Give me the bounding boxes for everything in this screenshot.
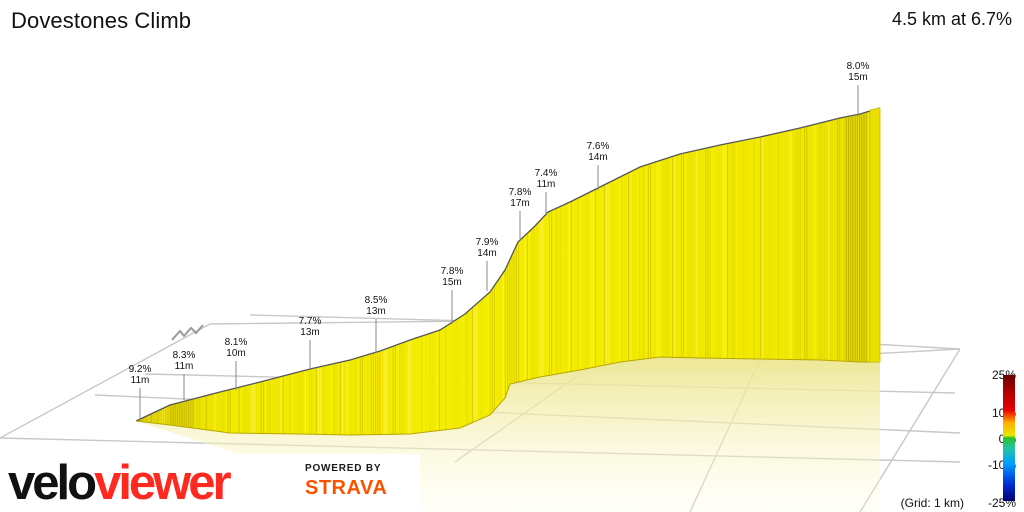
gradient-color-stripes <box>139 109 878 435</box>
segment-annotation: 8.3%11m <box>173 350 196 400</box>
segment-annotation: 9.2%11m <box>129 364 152 421</box>
segment-annotation: 7.4%11m <box>535 168 558 216</box>
annotation-length: 14m <box>588 152 607 163</box>
annotation-length: 15m <box>442 277 461 288</box>
segment-annotation: 7.9%14m <box>476 237 499 291</box>
annotation-length: 13m <box>300 327 319 338</box>
annotation-length: 11m <box>175 361 194 372</box>
annotation-gradient: 8.0% <box>847 61 870 72</box>
grid-note: (Grid: 1 km) <box>900 496 964 510</box>
logo-viewer-text: viewer <box>94 456 232 510</box>
segment-annotation: 8.5%13m <box>365 295 388 353</box>
powered-by-label: POWERED BY <box>305 463 382 474</box>
segment-annotation: 7.8%17m <box>509 187 532 240</box>
annotation-length: 15m <box>848 72 867 83</box>
annotation-length: 10m <box>226 348 245 359</box>
logo-velo-text: velo <box>8 456 97 510</box>
segment-annotation: 7.8%15m <box>441 266 464 324</box>
annotation-gradient: 7.9% <box>476 237 499 248</box>
annotation-length: 11m <box>537 179 556 190</box>
annotation-gradient: 7.6% <box>587 141 610 152</box>
segment-annotations: 9.2%11m8.3%11m8.1%10m7.7%13m8.5%13m7.8%1… <box>129 61 870 421</box>
gradient-color-scale <box>1003 375 1015 501</box>
km-marker-icon <box>171 324 204 341</box>
annotation-gradient: 8.3% <box>173 350 196 361</box>
branding-area: veloviewer POWERED BY STRAVA <box>0 454 420 512</box>
annotation-length: 13m <box>366 306 385 317</box>
annotation-length: 11m <box>131 375 150 386</box>
strava-logo[interactable]: STRAVA <box>305 477 388 499</box>
profile-base-line <box>135 356 880 436</box>
annotation-length: 14m <box>477 248 496 259</box>
segment-annotation: 7.6%14m <box>587 141 610 190</box>
segment-annotation: 8.0%15m <box>847 61 870 116</box>
climb-summary: 4.5 km at 6.7% <box>891 9 1012 29</box>
annotation-gradient: 7.7% <box>299 316 322 327</box>
annotation-gradient: 9.2% <box>129 364 152 375</box>
page-title: Dovestones Climb <box>11 8 192 33</box>
annotation-gradient: 7.8% <box>441 266 464 277</box>
segment-annotation: 8.1%10m <box>225 337 248 390</box>
segment-annotation: 7.7%13m <box>299 316 322 369</box>
profile-end-wall <box>869 107 881 363</box>
veloviewer-logo[interactable]: veloviewer <box>8 454 232 512</box>
annotation-gradient: 7.4% <box>535 168 558 179</box>
annotation-gradient: 8.5% <box>365 295 388 306</box>
annotation-gradient: 7.8% <box>509 187 532 198</box>
annotation-length: 17m <box>510 198 529 209</box>
grid-line <box>249 314 471 322</box>
annotation-gradient: 8.1% <box>225 337 248 348</box>
